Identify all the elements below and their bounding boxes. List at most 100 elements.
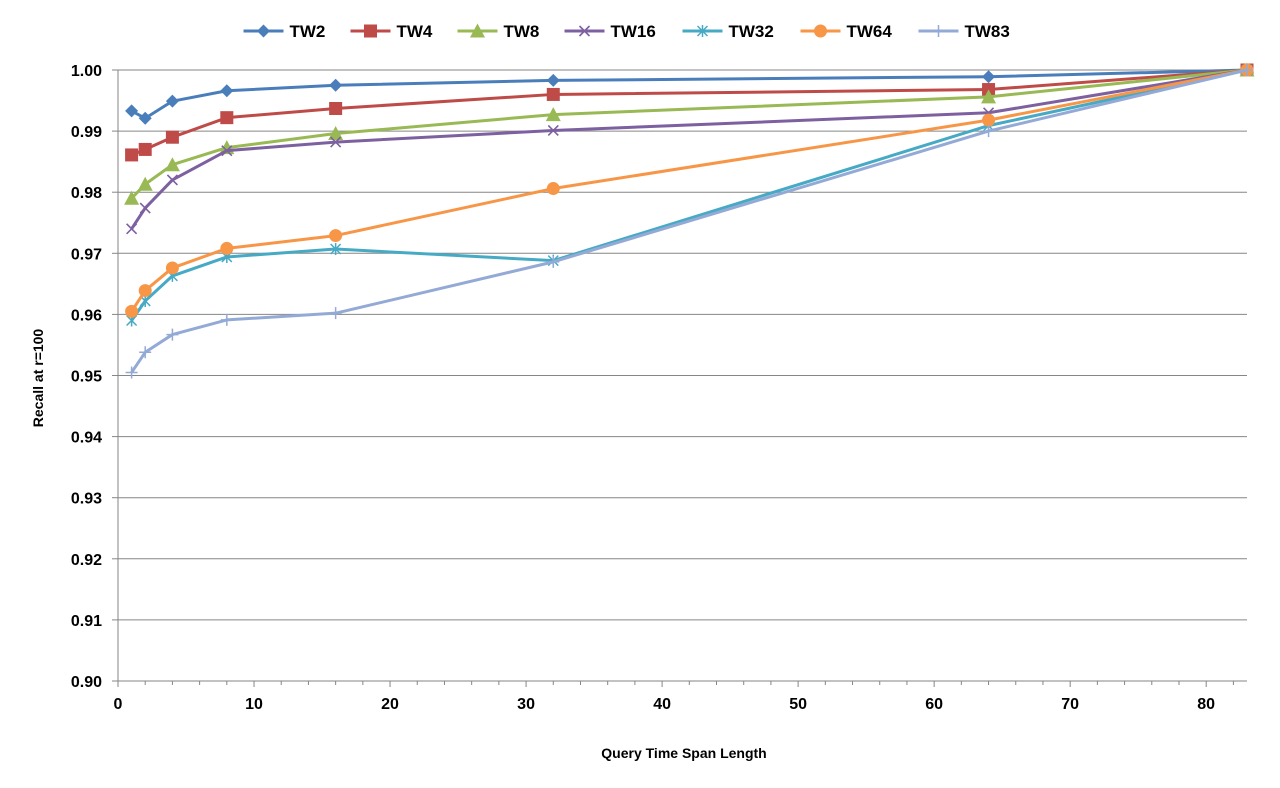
data-point	[139, 202, 151, 214]
legend-label: TW8	[504, 22, 540, 41]
data-point	[982, 113, 996, 127]
data-point	[546, 182, 560, 196]
series-line	[130, 68, 1248, 200]
data-point	[166, 328, 179, 341]
data-point	[165, 94, 179, 108]
data-point	[165, 130, 179, 144]
data-point	[124, 190, 140, 205]
legend-item-tw64: TW64	[800, 22, 893, 41]
series-line	[130, 68, 1248, 374]
data-point	[125, 104, 139, 118]
legend-marker	[470, 23, 485, 38]
legend-label: TW4	[397, 22, 433, 41]
data-point	[982, 70, 996, 84]
series-tw64	[125, 63, 1254, 318]
data-point	[981, 89, 997, 104]
y-tick-label: 1.00	[71, 63, 102, 80]
legend-marker	[932, 25, 945, 37]
data-point	[1241, 64, 1253, 76]
plot-area	[124, 62, 1255, 379]
data-point	[545, 107, 561, 122]
legend-marker	[364, 24, 377, 38]
x-tick-label: 30	[517, 696, 535, 713]
y-tick-label: 0.92	[71, 552, 102, 569]
series-tw32	[126, 64, 1253, 327]
legend-item-tw4: TW4	[350, 22, 433, 41]
data-point	[982, 125, 995, 138]
series-line	[130, 68, 1248, 120]
data-point	[221, 145, 233, 157]
data-point	[220, 84, 234, 98]
legend-item-tw83: TW83	[918, 22, 1010, 41]
y-axis-tick-labels: 0.90 0.91 0.92 0.93 0.94 0.95 0.96 0.97 0.98 0.99…	[71, 63, 102, 691]
x-tick-label: 10	[245, 696, 263, 713]
legend-marker	[578, 25, 591, 37]
series-tw8	[124, 62, 1255, 205]
y-tick-label: 0.98	[71, 185, 102, 202]
legend: TW2 TW4 TW8 TW16 TW32 TW64 TW83	[243, 22, 1010, 41]
data-point	[138, 111, 152, 125]
data-point	[165, 261, 179, 275]
data-point	[546, 73, 560, 87]
data-point	[329, 101, 343, 115]
data-point	[139, 346, 152, 359]
y-axis-title: Recall at r=100	[30, 329, 46, 428]
x-tick-label: 70	[1061, 696, 1079, 713]
legend-label: TW64	[847, 22, 893, 41]
x-tick-label: 40	[653, 696, 671, 713]
series-tw83	[125, 64, 1253, 379]
series-tw16	[126, 64, 1253, 235]
data-point	[125, 366, 138, 379]
legend-marker	[814, 24, 827, 38]
x-tick-label: 20	[381, 696, 399, 713]
data-point	[137, 176, 153, 191]
legend-item-tw16: TW16	[564, 22, 656, 41]
legend-label: TW83	[965, 22, 1010, 41]
y-tick-label: 0.99	[71, 124, 102, 141]
y-tick-label: 0.90	[71, 674, 102, 691]
y-tick-label: 0.94	[71, 430, 102, 447]
data-point	[329, 78, 343, 92]
data-point	[328, 126, 344, 141]
x-tick-label: 60	[925, 696, 943, 713]
y-tick-label: 0.96	[71, 307, 102, 324]
x-tick-label: 80	[1197, 696, 1215, 713]
x-axis-tick-labels: 0 10 20 30 40 50 60 70 80	[114, 696, 1216, 713]
legend-item-tw8: TW8	[457, 22, 540, 41]
y-tick-label: 0.91	[71, 613, 102, 630]
data-point	[138, 142, 152, 156]
data-point	[546, 87, 560, 101]
y-tick-label: 0.95	[71, 369, 102, 386]
legend-label: TW32	[729, 22, 774, 41]
legend-item-tw32: TW32	[682, 22, 774, 41]
data-point	[547, 124, 559, 137]
data-point	[125, 304, 139, 318]
data-point	[138, 284, 152, 298]
x-tick-label: 50	[789, 696, 807, 713]
legend-marker	[257, 24, 270, 38]
gridlines	[118, 69, 1247, 682]
data-point	[164, 157, 180, 172]
y-tick-label: 0.97	[71, 246, 102, 263]
legend-item-tw2: TW2	[243, 22, 326, 41]
series-line	[131, 68, 1248, 157]
legend-marker	[696, 25, 709, 37]
axes	[112, 69, 1247, 687]
data-point	[330, 243, 342, 256]
x-axis-title: Query Time Span Length	[601, 745, 766, 761]
data-point	[329, 229, 343, 243]
data-point	[547, 255, 560, 268]
data-point	[330, 136, 342, 148]
data-point	[166, 174, 178, 186]
data-point	[220, 241, 234, 255]
y-tick-label: 0.93	[71, 491, 102, 508]
x-tick-label: 0	[114, 696, 123, 713]
data-point	[125, 148, 139, 162]
legend-label: TW2	[290, 22, 326, 41]
legend-label: TW16	[611, 22, 656, 41]
data-point	[220, 111, 234, 125]
data-point	[329, 307, 342, 320]
data-point	[220, 313, 233, 326]
data-point	[126, 223, 138, 235]
